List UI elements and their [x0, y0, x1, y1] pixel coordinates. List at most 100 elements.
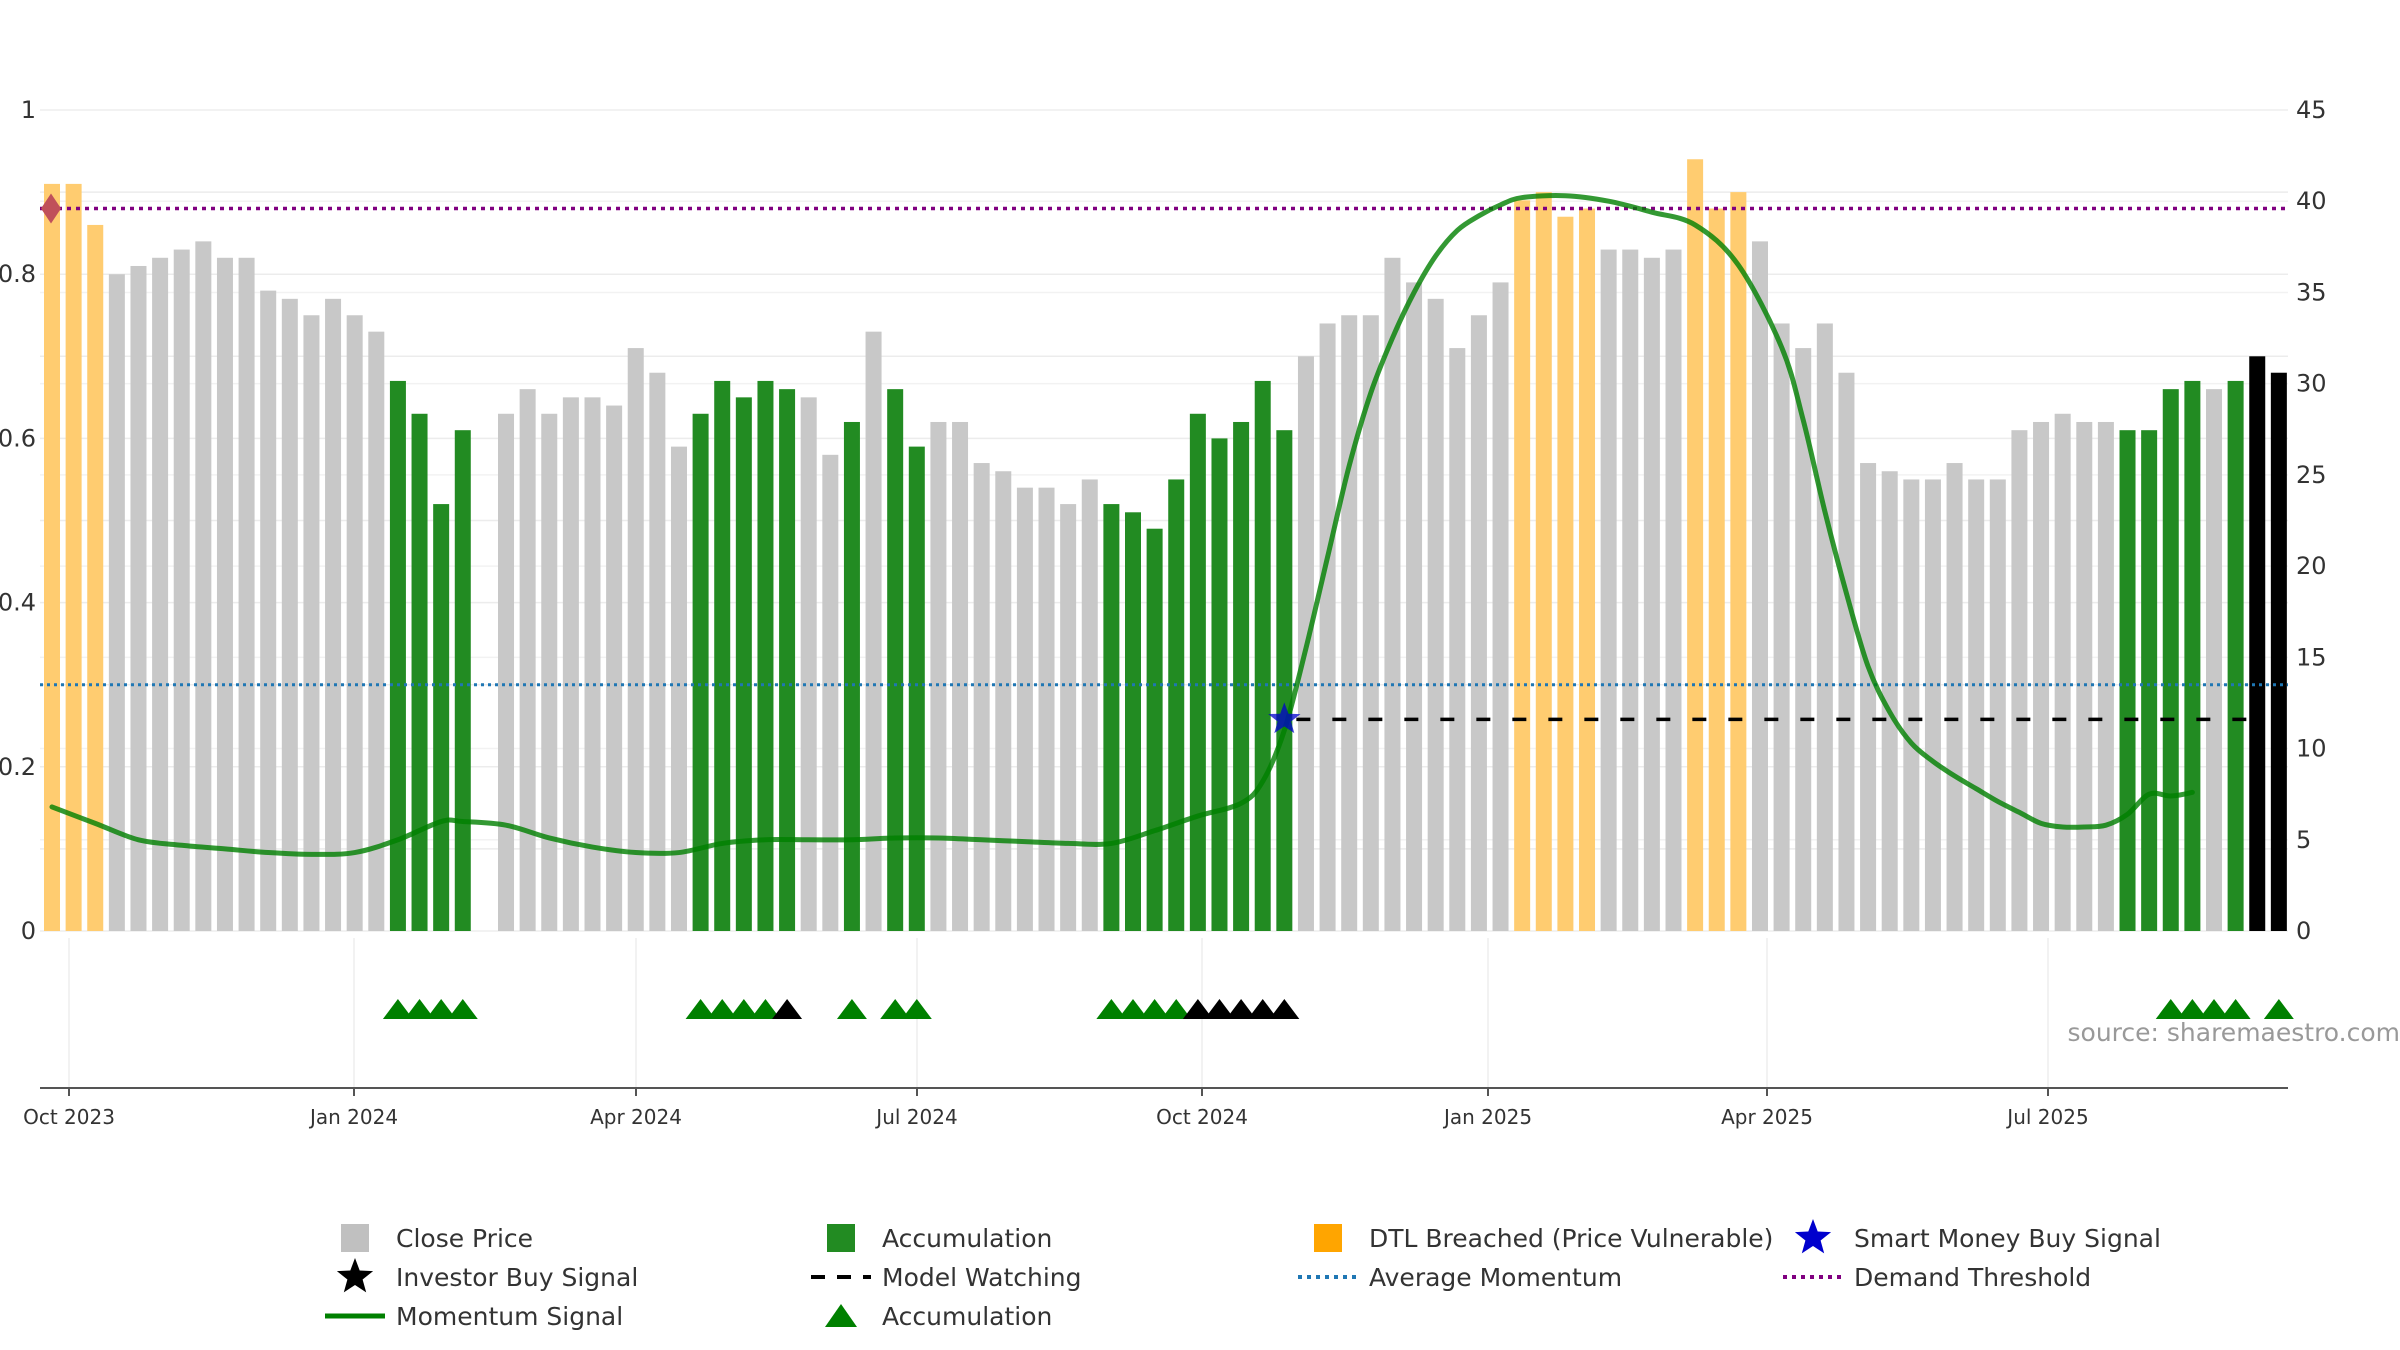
- accumulation-triangle: [750, 999, 781, 1019]
- accumulation-triangle: [2263, 999, 2294, 1019]
- close-bar: [1384, 257, 1401, 931]
- legend-item: DTL Breached (Price Vulnerable): [1314, 1224, 1773, 1253]
- right-axis: 0 5 10 15 20 25 30 35 40 45: [2296, 96, 2327, 945]
- close-bar: [108, 274, 125, 931]
- close-bar: [1060, 504, 1077, 931]
- dtl-bar: [87, 224, 104, 931]
- left-axis: 0 0.2 0.4 0.6 0.8 1: [0, 96, 36, 945]
- close-bar: [1751, 241, 1768, 932]
- x-axis-tick: Jul 2025: [2005, 1105, 2088, 1129]
- legend-label: Accumulation: [882, 1224, 1052, 1253]
- accumulation-bar: [411, 413, 428, 931]
- close-bar: [2097, 421, 2114, 931]
- accumulation-triangle: [685, 999, 716, 1019]
- accumulation-triangle: [382, 999, 413, 1019]
- legend: Close Price Accumulation DTL Breached (Pri…: [325, 1219, 2161, 1331]
- close-bar: [1643, 257, 1660, 931]
- x-axis-tick: Apr 2025: [1721, 1105, 1813, 1129]
- accumulation-triangle: [426, 999, 457, 1019]
- close-bar: [800, 397, 817, 932]
- legend-square-icon: [341, 1224, 369, 1252]
- signal-markers: [41, 193, 1301, 734]
- x-axis-tick: Apr 2024: [590, 1105, 682, 1129]
- threshold-diamond-marker: [41, 193, 61, 224]
- accumulation-bar: [2162, 389, 2179, 931]
- legend-item: Accumulation: [825, 1302, 1052, 1331]
- close-bar: [1838, 372, 1855, 932]
- close-bar: [173, 249, 190, 931]
- accumulation-bar: [692, 413, 709, 931]
- close-bar: [627, 348, 644, 932]
- x-axis-tick: Oct 2023: [23, 1105, 115, 1129]
- right-axis-tick: 25: [2296, 461, 2327, 489]
- accumulation-bar: [2184, 380, 2201, 931]
- investor-triangle: [1269, 999, 1300, 1019]
- left-axis-tick: 0.2: [0, 753, 36, 781]
- close-bar: [498, 413, 515, 931]
- reference-lines: [40, 206, 2288, 722]
- accumulation-bar: [2119, 430, 2136, 931]
- dtl-bar: [1535, 192, 1552, 932]
- close-bar: [152, 257, 169, 931]
- close-bar: [541, 413, 558, 931]
- close-bar: [1903, 479, 1920, 931]
- legend-label: Momentum Signal: [396, 1302, 623, 1331]
- close-bar: [1860, 463, 1877, 931]
- close-bar: [822, 454, 839, 931]
- close-bar: [649, 372, 666, 932]
- legend-square-icon: [827, 1224, 855, 1252]
- investor-triangle: [1204, 999, 1235, 1019]
- close-bar: [1470, 315, 1487, 931]
- legend-label: Close Price: [396, 1224, 533, 1253]
- accumulation-bar: [1168, 479, 1185, 931]
- close-bar: [216, 257, 233, 931]
- right-axis-tick: 5: [2296, 826, 2311, 854]
- dtl-bar: [1557, 216, 1574, 932]
- legend-item: Demand Threshold: [1783, 1263, 2091, 1292]
- accumulation-bar: [1254, 380, 1271, 931]
- investor-triangle: [1247, 999, 1278, 1019]
- legend-triangle-icon: [825, 1304, 857, 1327]
- close-bar: [995, 471, 1012, 931]
- x-axis-tick: Jul 2024: [874, 1105, 957, 1129]
- smart-money-buy-star: [1268, 702, 1301, 734]
- close-bar: [1773, 323, 1790, 932]
- close-bar: [1427, 298, 1444, 932]
- accumulation-triangle: [404, 999, 435, 1019]
- accumulation-bar: [2227, 380, 2244, 931]
- accumulation-bar: [1125, 512, 1141, 931]
- close-bar: [1795, 348, 1812, 932]
- dtl-bar: [1730, 192, 1747, 932]
- accumulation-bar: [1233, 421, 1250, 931]
- accumulation-triangle: [880, 999, 911, 1019]
- close-bar: [260, 290, 277, 931]
- close-bar: [1341, 315, 1358, 931]
- close-bar: [1406, 282, 1423, 931]
- dtl-bar: [1514, 200, 1531, 931]
- dtl-bar: [44, 183, 60, 931]
- accumulation-bar: [843, 421, 860, 931]
- accumulation-bar: [887, 389, 904, 931]
- accumulation-triangle: [901, 999, 932, 1019]
- momentum-signal-layer: [49, 193, 2195, 857]
- close-bar: [930, 421, 947, 931]
- legend-label: Investor Buy Signal: [396, 1263, 638, 1292]
- left-axis-tick: 0: [21, 917, 36, 945]
- close-bar: [2054, 413, 2071, 931]
- close-bar: [1881, 471, 1898, 931]
- legend-star-icon: [1794, 1219, 1832, 1254]
- close-bar: [606, 405, 623, 931]
- investor-triangle: [772, 999, 803, 1019]
- accumulation-bar: [1189, 413, 1206, 931]
- close-bar: [865, 331, 882, 931]
- close-bar: [238, 257, 255, 931]
- legend-item: Smart Money Buy Signal: [1794, 1219, 2161, 1254]
- dtl-bar: [1687, 159, 1704, 931]
- accumulation-triangle: [1161, 999, 1192, 1019]
- close-bar: [2011, 430, 2028, 931]
- close-bar: [973, 463, 990, 931]
- close-bar: [1989, 479, 2006, 931]
- accumulation-bar: [389, 380, 406, 931]
- undefined-bar: [2270, 372, 2287, 932]
